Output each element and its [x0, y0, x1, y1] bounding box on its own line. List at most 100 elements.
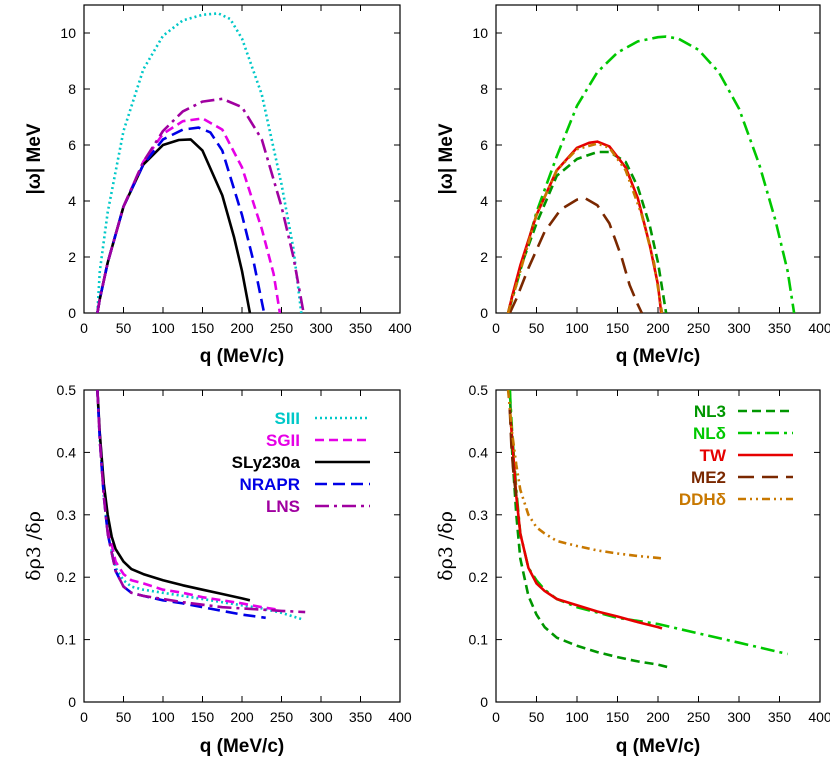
x-tick-label: 350 [349, 709, 373, 725]
x-tick-label: 0 [492, 320, 500, 336]
legend-label-sly230a: SLy230a [232, 453, 301, 472]
series-line-nl3 [508, 390, 671, 669]
x-tick-label: 50 [116, 709, 132, 725]
series-group [506, 35, 796, 313]
x-tick-label: 150 [191, 709, 215, 725]
legend-label-me2: ME2 [691, 468, 726, 487]
x-axis-label: q (MeV/c) [200, 736, 284, 757]
x-tick-label: 200 [230, 709, 254, 725]
series-line-me2 [508, 196, 643, 313]
y-tick-label: 0.3 [57, 507, 77, 523]
x-tick-label: 350 [349, 320, 373, 336]
legend-label-ddhdelta: DDHδ [679, 490, 726, 509]
legend-label-lns: LNS [266, 497, 300, 516]
series-line-siii [96, 12, 303, 313]
x-tick-label: 100 [565, 320, 589, 336]
y-tick-label: 0.4 [57, 444, 77, 460]
series-line-nldelta [508, 390, 788, 656]
x-tick-label: 250 [270, 320, 294, 336]
panel-top-left: 0 50 100 150 200 250 300 350 400 0 2 4 6 8 10 q (MeV/c)… [24, 4, 412, 367]
x-tick-label: 100 [151, 709, 175, 725]
plot-frame [495, 389, 821, 703]
x-tick-label: 100 [565, 709, 589, 725]
y-tick-label: 10 [60, 25, 76, 41]
series-line-sly230a [96, 138, 252, 313]
x-tick-label: 300 [727, 709, 751, 725]
y-tick-label: 0.4 [469, 444, 489, 460]
series-line-ddhdelta [506, 390, 663, 560]
y-tick-label: 6 [480, 137, 488, 153]
y-tick-label: 4 [68, 193, 76, 209]
y-tick-label: 0.1 [57, 632, 77, 648]
panel-bottom-right: 0 50 100 150 200 250 300 350 400 0 0.1 0.2 0.3 0.4 0.5… [435, 382, 830, 757]
x-axis-label: q (MeV/c) [616, 736, 700, 757]
y-axis-label: |ω| MeV [436, 123, 457, 194]
y-tick-label: 0.2 [469, 569, 489, 585]
y-tick-label: 0 [480, 694, 488, 710]
x-tick-label: 300 [309, 709, 333, 725]
x-tick-label: 400 [388, 320, 412, 336]
x-tick-label: 300 [727, 320, 751, 336]
y-tick-label: 8 [480, 81, 488, 97]
legend-label-nrapr: NRAPR [240, 475, 300, 494]
y-tick-label: 0.2 [57, 569, 77, 585]
x-tick-label: 50 [529, 709, 545, 725]
series-line-sgii [96, 117, 282, 313]
x-tick-label: 400 [808, 709, 830, 725]
y-tick-label: 4 [480, 193, 488, 209]
x-tick-label: 150 [606, 320, 630, 336]
x-tick-label: 150 [191, 320, 215, 336]
series-line-me2 [508, 408, 518, 497]
x-tick-label: 400 [388, 709, 412, 725]
x-tick-label: 200 [646, 320, 670, 336]
series-group [506, 390, 788, 669]
y-tick-label: 0 [68, 694, 76, 710]
x-tick-label: 0 [492, 709, 500, 725]
x-axis-label: q (MeV/c) [200, 346, 284, 367]
x-axis-label: q (MeV/c) [616, 346, 700, 367]
legend-label-nldelta: NLδ [693, 424, 726, 443]
series-line-sgii [96, 390, 278, 611]
x-tick-label: 0 [80, 709, 88, 725]
x-tick-label: 200 [230, 320, 254, 336]
x-tick-label: 400 [808, 320, 830, 336]
y-tick-label: 2 [68, 249, 76, 265]
plot-frame [495, 4, 821, 314]
x-tick-label: 300 [309, 320, 333, 336]
y-axis-label: |ω| MeV [24, 123, 45, 194]
series-line-sly230a [96, 390, 251, 602]
legend-label-siii: SIII [274, 409, 300, 428]
legend: SIII SGII SLy230a NRAPR LNS [232, 409, 370, 516]
x-tick-label: 50 [529, 320, 545, 336]
series-line-lns [96, 97, 305, 313]
y-tick-label: 0.5 [57, 382, 77, 398]
legend-label-sgii: SGII [266, 431, 300, 450]
y-axis-label: δρ3 /δρ [23, 511, 45, 581]
x-tick-label: 150 [606, 709, 630, 725]
series-group [96, 12, 305, 313]
series-line-siii [96, 390, 302, 621]
panel-top-right: 0 50 100 150 200 250 300 350 400 0 2 4 6 8 10 q (MeV/c)… [436, 4, 830, 367]
plot-frame [83, 389, 401, 703]
y-tick-label: 8 [68, 81, 76, 97]
x-tick-label: 50 [116, 320, 132, 336]
y-tick-label: 0.5 [469, 382, 489, 398]
legend: NL3 NLδ TW ME2 DDHδ [679, 402, 793, 509]
series-line-nrapr [96, 126, 266, 313]
y-tick-label: 0.1 [469, 632, 489, 648]
y-tick-label: 6 [68, 137, 76, 153]
series-line-nldelta [506, 35, 796, 313]
series-group [96, 390, 306, 621]
y-tick-label: 0 [480, 305, 488, 321]
x-tick-label: 200 [646, 709, 670, 725]
x-tick-label: 0 [80, 320, 88, 336]
y-tick-label: 0 [68, 305, 76, 321]
y-tick-label: 2 [480, 249, 488, 265]
y-tick-label: 0.3 [469, 507, 489, 523]
x-tick-label: 250 [687, 709, 711, 725]
series-line-tw [508, 408, 663, 630]
x-tick-label: 250 [270, 709, 294, 725]
x-tick-label: 250 [687, 320, 711, 336]
series-line-lns [96, 390, 306, 614]
